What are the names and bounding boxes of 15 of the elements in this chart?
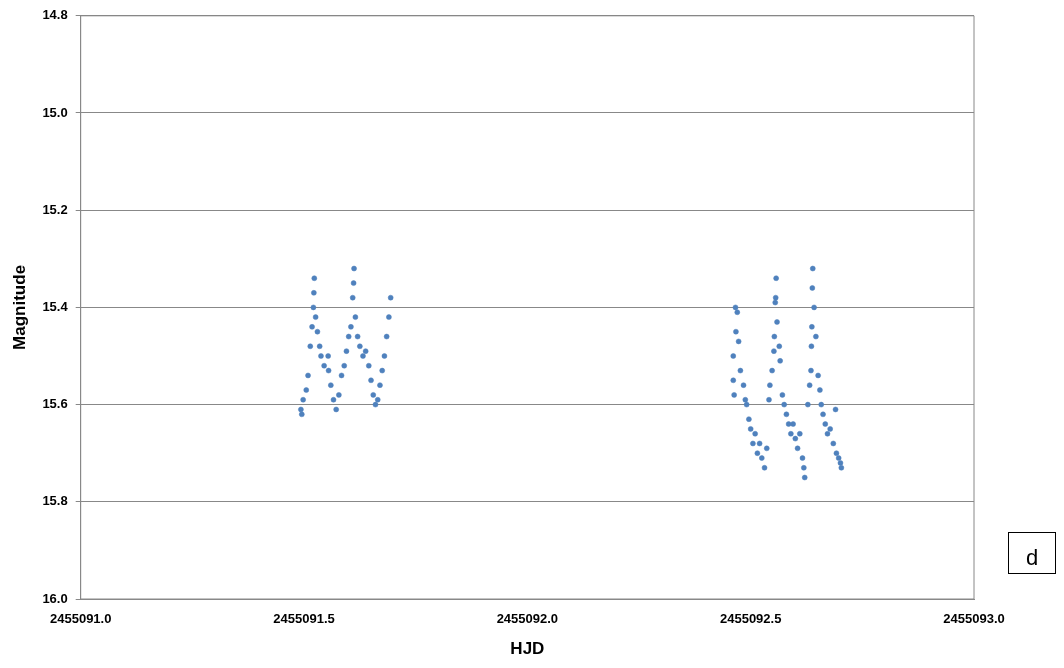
x-tick-label: 2455091.0 [49,611,112,627]
text: d [1008,532,1056,574]
y-tick-label: 15.2 [42,201,68,217]
y-tick-label: 15.0 [42,104,68,120]
y-tick-label: 15.6 [42,396,68,412]
x-tick-label: 2455093.0 [943,611,1005,627]
x-tick-label: 2455092.0 [496,611,559,627]
y-tick-label: 15.4 [42,298,69,314]
y-axis-title: Magnitude [9,264,29,350]
x-axis-title: HJD [510,639,545,659]
y-tick-label: 14.8 [42,7,68,23]
y-tick-label: 16.0 [42,590,68,606]
x-tick-label: 2455092.5 [719,611,782,627]
x-tick-label: 2455091.5 [273,611,335,627]
y-tick-label: 15.8 [42,493,68,509]
